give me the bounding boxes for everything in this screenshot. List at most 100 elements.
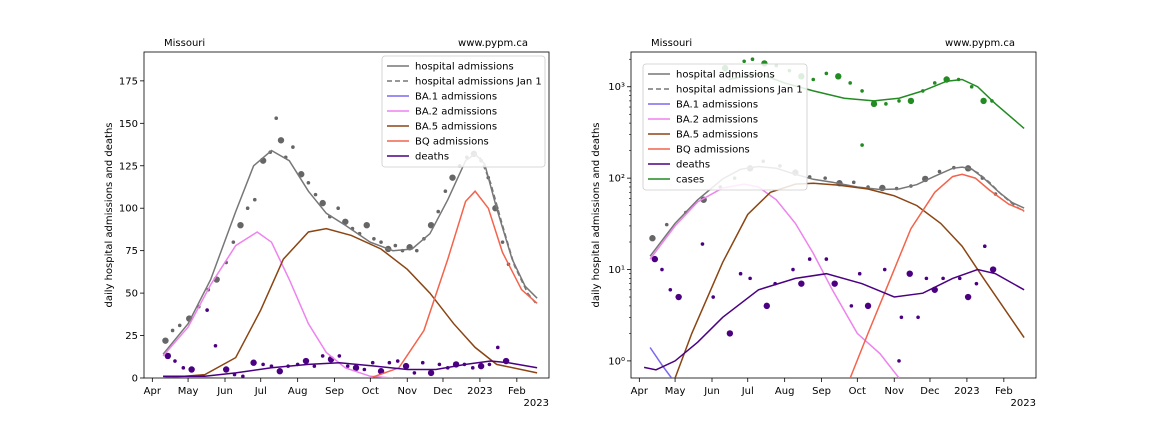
scatter-point-deaths-data-28 [412, 371, 417, 375]
scatter-point-admissions-data-36 [427, 221, 435, 229]
x-tick-label: Aug [288, 386, 308, 397]
scatter-point-deaths-data-9 [763, 302, 770, 310]
scatter-point-cases-data-17 [932, 81, 937, 85]
scatter-point-deaths-data-8 [241, 374, 245, 378]
left-chart-source: www.pypm.ca [458, 38, 528, 49]
x-tick-label: Jul [741, 386, 754, 397]
scatter-point-deaths-data-19 [337, 354, 342, 358]
scatter-point-deaths-data-38 [495, 345, 500, 350]
legend-entry: BA.1 admissions [676, 100, 758, 111]
series-line-hospital-admissions-Jan-1 [966, 167, 1025, 213]
scatter-point-cases-data-2 [750, 57, 755, 62]
x-tick-label: Apr [631, 386, 649, 397]
scatter-point-deaths-data-2 [668, 287, 673, 292]
legend-entry: cases [676, 175, 704, 186]
x-tick-label: 2023 [467, 386, 492, 397]
scatter-point-deaths-data-31 [437, 362, 442, 367]
legend-entry: hospital admissions Jan 1 [676, 85, 803, 96]
scatter-point-deaths-data-10 [261, 362, 265, 367]
scatter-point-cases-data-21 [980, 97, 987, 105]
scatter-point-deaths-data-35 [470, 366, 475, 370]
legend-entry: hospital admissions [676, 70, 775, 81]
left-y-axis-label: daily hospital admissions and deaths [104, 122, 115, 307]
scatter-point-admissions-data-14 [274, 116, 279, 121]
scatter-point-deaths-data-12 [798, 280, 805, 287]
scatter-point-admissions-data-1 [170, 328, 175, 333]
scatter-point-deaths-data-31 [897, 359, 901, 363]
scatter-point-cases-data-1 [742, 59, 746, 64]
scatter-point-deaths-data-11 [791, 267, 795, 272]
scatter-point-deaths-data-21 [906, 270, 913, 277]
scatter-point-deaths-data-12 [276, 368, 283, 375]
right-chart-title: Missouri [651, 38, 692, 49]
scatter-point-admissions-data-27 [363, 221, 370, 229]
scatter-point-deaths-data-25 [387, 360, 392, 365]
legend-entry: BA.5 admissions [415, 122, 497, 133]
right-chart-panel: Missouri www.pypm.ca daily hospital admi… [591, 38, 1037, 409]
series-line-hospital-admissions [162, 149, 538, 355]
legend-entry: BA.2 admissions [676, 115, 758, 126]
scatter-point-cases-data-13 [884, 102, 888, 106]
series-line-hospital-admissions-Jan-1 [479, 157, 538, 306]
y-tick-label: 100 [119, 204, 138, 215]
y-tick-label: 175 [119, 76, 138, 87]
x-tick-label: Apr [144, 386, 162, 397]
scatter-point-admissions-data-19 [937, 169, 942, 174]
scatter-point-admissions-data-21 [319, 199, 326, 207]
legend-entry: BQ admissions [676, 145, 750, 156]
scatter-point-deaths-data-6 [222, 366, 230, 373]
scatter-point-deaths-data-3 [675, 293, 682, 301]
scatter-point-deaths-data-21 [352, 364, 360, 372]
y-tick-label: 75 [125, 246, 138, 257]
scatter-point-admissions-data-11 [823, 176, 827, 180]
scatter-point-admissions-data-31 [393, 243, 398, 248]
scatter-point-cases-data-15 [907, 97, 915, 105]
right-x-year-label: 2023 [1011, 398, 1036, 409]
scatter-point-cases-data-8 [824, 71, 829, 76]
scatter-point-admissions-data-23 [336, 206, 340, 211]
scatter-point-admissions-data-10 [245, 206, 250, 211]
y-tick-label: 10² [608, 174, 625, 185]
series-line-BA5-admissions [674, 182, 1025, 378]
scatter-point-deaths-data-23 [924, 276, 929, 281]
y-tick-label: 50 [125, 289, 138, 300]
scatter-point-deaths-data-4 [700, 242, 705, 246]
series-line-BA2-admissions [649, 183, 900, 378]
left-chart-title: Missouri [164, 38, 205, 49]
series-line-deaths [163, 360, 538, 378]
left-x-year-label: 2023 [524, 398, 549, 409]
scatter-point-admissions-data-46 [500, 240, 505, 244]
scatter-point-admissions-data-38 [443, 189, 448, 194]
scatter-point-admissions-data-9 [237, 221, 244, 229]
x-tick-label: Jun [703, 386, 720, 397]
legend-entry: deaths [676, 160, 710, 171]
x-tick-label: May [178, 386, 199, 397]
scatter-point-deaths-data-4 [205, 308, 209, 312]
y-tick-label: 10³ [608, 82, 625, 93]
y-tick-label: 25 [125, 331, 138, 342]
y-tick-label: 125 [119, 161, 138, 172]
scatter-point-deaths-data-18 [864, 302, 872, 310]
scatter-point-admissions-data-11 [252, 197, 257, 202]
scatter-point-deaths-data-25 [941, 276, 945, 281]
scatter-point-deaths-data-27 [402, 362, 410, 370]
x-tick-label: Nov [397, 386, 417, 397]
scatter-point-admissions-data-19 [306, 180, 311, 185]
x-tick-label: Sep [325, 386, 344, 397]
left-axes: Apr May Jun Jul Aug Sep Oct Nov Dec 2023 Feb 0 25 50 7… [119, 76, 526, 397]
scatter-point-deaths-data-26 [957, 276, 962, 281]
series-line-BQ-admissions [849, 173, 1025, 378]
scatter-point-deaths-data-8 [748, 276, 752, 281]
scatter-point-deaths-data-3 [188, 366, 195, 373]
scatter-point-cases-data-20 [969, 84, 974, 89]
scatter-point-cases-data-10 [848, 81, 852, 85]
scatter-point-deaths-data-15 [831, 280, 838, 287]
right-y-axis-label: daily hospital admissions and deaths [591, 122, 602, 307]
scatter-point-cases-data-14 [897, 99, 901, 103]
scatter-point-admissions-data-1 [664, 222, 669, 227]
x-tick-label: Oct [362, 386, 379, 397]
x-tick-label: Dec [920, 386, 939, 397]
scatter-point-cases-data-12 [870, 100, 878, 108]
x-tick-label: Jun [216, 386, 233, 397]
